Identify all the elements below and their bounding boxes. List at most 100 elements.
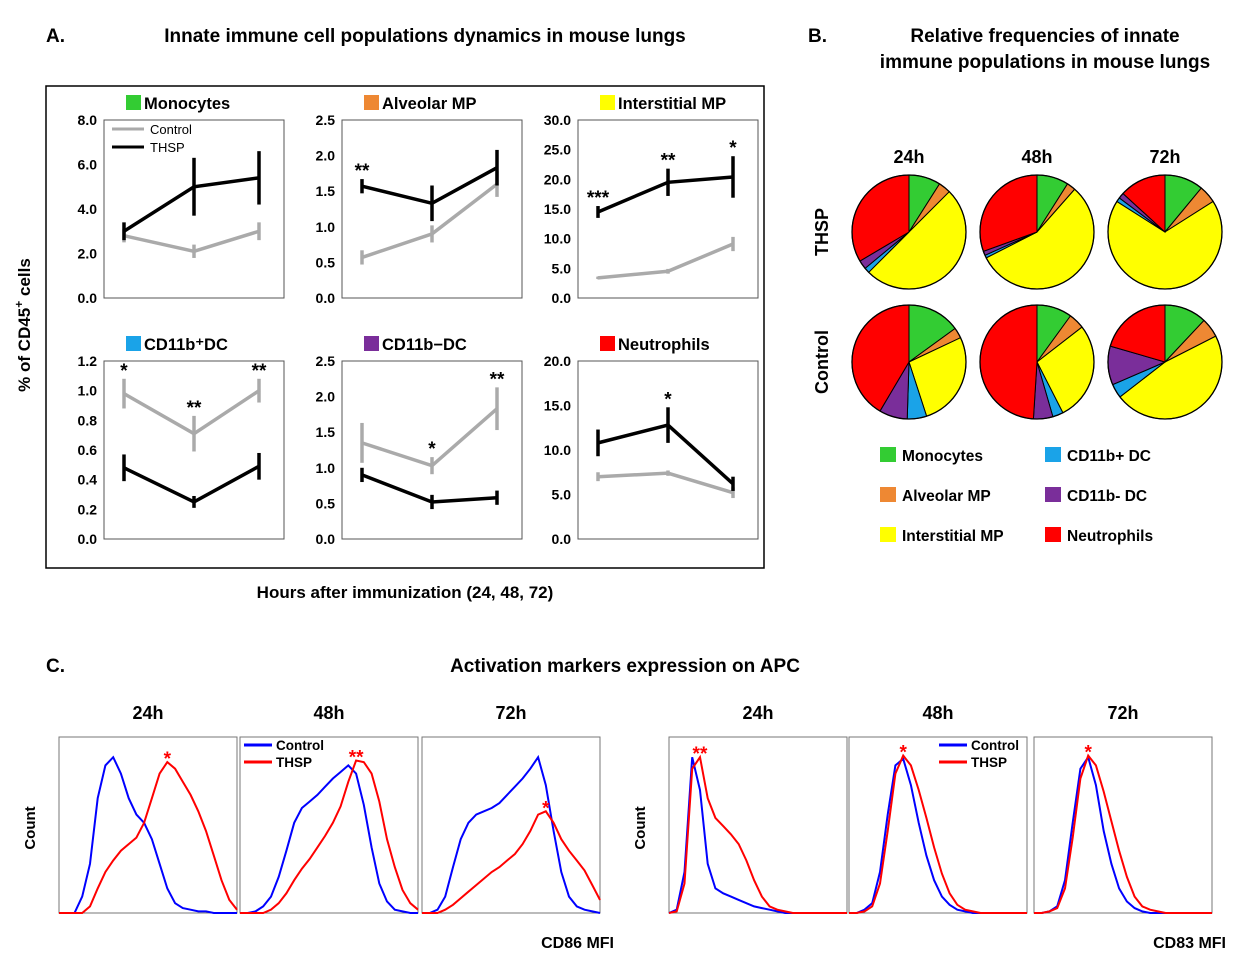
legend-label: CD11b+ DC <box>1067 448 1151 465</box>
histogram-frame <box>421 736 601 914</box>
cd83-xlabel: CD83 MFI <box>1153 935 1226 952</box>
data-point <box>122 229 126 233</box>
y-tick-label: 1.5 <box>316 424 336 440</box>
histogram-curve-thsp <box>1034 753 1212 914</box>
pie-thsp-48h <box>979 174 1095 290</box>
title-color-swatch <box>600 95 615 110</box>
time-label: 48h <box>922 703 953 723</box>
data-point <box>596 210 600 214</box>
chart-title: CD11b⁺DC <box>144 336 228 354</box>
y-tick-label: 2.5 <box>316 353 336 369</box>
significance-label: * <box>664 389 672 410</box>
histogram-48h: 48h * <box>848 703 1028 914</box>
histogram-curve-thsp <box>668 754 847 914</box>
significance-label: * <box>164 749 172 770</box>
panel-b-letter: B. <box>808 26 827 47</box>
title-color-swatch <box>126 95 141 110</box>
significance-label: * <box>542 798 550 819</box>
legend-label: CD11b- DC <box>1067 488 1147 505</box>
y-tick-label: 8.0 <box>78 112 98 128</box>
series-thsp <box>360 467 499 510</box>
legend-label: Neutrophils <box>1067 528 1153 545</box>
chart-title: Interstitial MP <box>618 95 726 113</box>
legend-label-control: Control <box>971 738 1019 753</box>
histogram-frame <box>58 736 238 914</box>
y-tick-label: 10.0 <box>544 442 571 458</box>
y-tick-label: 1.0 <box>78 383 98 399</box>
y-tick-label: 1.5 <box>316 183 336 199</box>
legend-label-thsp: THSP <box>276 755 312 770</box>
series-control <box>122 378 261 452</box>
series-thsp <box>596 156 735 218</box>
data-point <box>360 473 364 477</box>
y-tick-label: 0.2 <box>78 501 98 517</box>
y-tick-label: 5.0 <box>552 487 572 503</box>
histogram-72h: 72h * <box>1033 703 1213 914</box>
y-tick-label: 2.0 <box>316 389 336 405</box>
y-tick-label: 0.0 <box>78 531 98 547</box>
significance-label: ** <box>349 747 364 768</box>
pie-thsp-72h <box>1107 174 1223 290</box>
panel-a-letter: A. <box>46 26 65 47</box>
panel-a-ylabel: % of CD45+ cells <box>12 258 34 392</box>
pie-column-label: 24h <box>893 147 924 167</box>
data-point <box>430 500 434 504</box>
plot-area <box>577 360 759 540</box>
data-point <box>666 269 670 273</box>
panel-a-frame <box>45 85 765 569</box>
y-tick-label: 2.0 <box>316 148 336 164</box>
time-label: 72h <box>1107 703 1138 723</box>
data-point <box>360 255 364 259</box>
time-label: 48h <box>313 703 344 723</box>
pie-charts: 24h 48h 72h THSP Control <box>812 147 1223 420</box>
data-point <box>360 441 364 445</box>
y-tick-label: 20.0 <box>544 171 571 187</box>
panel-a-title: Innate immune cell populations dynamics … <box>164 26 686 47</box>
data-point <box>430 201 434 205</box>
histogram-curve-thsp <box>849 753 1027 914</box>
legend-label: Monocytes <box>902 448 983 465</box>
panel-c-letter: C. <box>46 656 65 677</box>
histogram-24h: 24h ** <box>668 703 848 914</box>
line-charts: 0.02.04.06.08.0MonocytesControlTHSP0.00.… <box>78 95 759 547</box>
data-point <box>192 185 196 189</box>
data-point <box>122 466 126 470</box>
y-tick-label: 4.0 <box>78 201 98 217</box>
data-point <box>257 389 261 393</box>
histogram-group-cd86-mfi: 24h * 48h ** 72h * <box>58 703 601 914</box>
series-thsp <box>596 407 735 491</box>
line-chart-neutrophils: 0.0 5.0 10.0 15.0 20.0 Neutrophils * <box>544 336 759 547</box>
chart-title: Neutrophils <box>618 336 710 354</box>
line-chart-alveolar: 0.0 0.5 1.0 1.5 2.0 2.5 Alveolar MP ** <box>316 95 523 306</box>
panel-c-title: Activation markers expression on APC <box>450 656 800 677</box>
data-point <box>430 464 434 468</box>
histogram-frame <box>1033 736 1213 914</box>
series-control <box>596 236 735 280</box>
histogram-curve-control <box>59 755 237 914</box>
y-tick-label: 15.0 <box>544 398 571 414</box>
significance-label: ** <box>187 398 202 419</box>
legend-swatch <box>880 527 896 542</box>
line-chart-interstitial: 0.0 5.0 10.0 15.0 20.0 25.0 30.0 Interstitial M… <box>544 95 759 306</box>
data-point <box>666 180 670 184</box>
pie-outline <box>851 304 967 420</box>
y-tick-label: 0.0 <box>552 290 572 306</box>
histograms: Count Count 24h * 48h ** 72h * 24h ** 48h * 72h * Cont… <box>22 703 1213 914</box>
pie-column-label: 48h <box>1021 147 1052 167</box>
histogram-group-cd83-mfi: 24h ** 48h * 72h * <box>668 703 1213 914</box>
series-control <box>596 470 735 499</box>
pie-row-label: Control <box>812 330 832 394</box>
data-point <box>495 407 499 411</box>
data-point <box>495 496 499 500</box>
panel-a-xlabel: Hours after immunization (24, 48, 72) <box>257 583 554 602</box>
histogram-curve-thsp <box>422 810 601 914</box>
time-label: 72h <box>495 703 526 723</box>
count-ylabel-right: Count <box>632 806 649 849</box>
histogram-frame <box>668 736 848 914</box>
count-ylabel-left: Count <box>22 806 39 849</box>
histogram-72h: 72h * <box>421 703 601 914</box>
pie-control-48h <box>979 304 1095 420</box>
series-control <box>122 222 261 258</box>
y-tick-label: 2.0 <box>78 246 98 262</box>
